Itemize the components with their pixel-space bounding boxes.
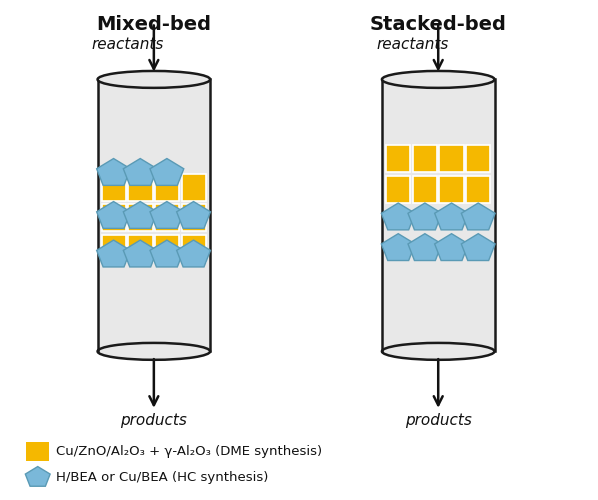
Bar [128,204,152,232]
Polygon shape [382,234,415,260]
Text: H/BEA or Cu/BEA (HC synthesis): H/BEA or Cu/BEA (HC synthesis) [56,471,269,484]
Polygon shape [150,158,184,186]
Polygon shape [435,234,468,260]
Polygon shape [25,466,50,486]
Polygon shape [382,203,415,230]
Bar [440,176,464,203]
Bar [155,204,179,232]
Bar [102,235,126,262]
Polygon shape [123,240,157,267]
Polygon shape [123,202,157,228]
Polygon shape [408,234,442,260]
Bar [413,176,437,203]
Bar [155,235,179,262]
Bar [386,176,410,203]
Polygon shape [176,240,210,267]
Polygon shape [382,80,495,351]
Bar [102,204,126,232]
Bar [128,174,152,201]
Bar [440,145,464,172]
Bar [182,204,206,232]
Bar [182,235,206,262]
Bar [413,145,437,172]
Polygon shape [461,234,495,260]
Text: reactants: reactants [91,38,164,52]
Polygon shape [435,203,468,230]
Bar [102,174,126,201]
Text: Stacked-bed: Stacked-bed [370,15,507,34]
Bar [26,442,49,460]
Text: products: products [120,413,187,428]
Polygon shape [97,80,210,351]
Bar [466,176,490,203]
Polygon shape [97,158,130,186]
Polygon shape [150,202,184,228]
Bar [182,174,206,201]
Polygon shape [97,240,130,267]
Polygon shape [461,203,495,230]
Polygon shape [123,158,157,186]
Ellipse shape [382,71,495,88]
Bar [466,145,490,172]
Ellipse shape [97,71,210,88]
Ellipse shape [382,343,495,360]
Text: Cu/ZnO/Al₂O₃ + γ-Al₂O₃ (DME synthesis): Cu/ZnO/Al₂O₃ + γ-Al₂O₃ (DME synthesis) [56,444,322,458]
Bar [128,235,152,262]
Text: Mixed-bed: Mixed-bed [96,15,211,34]
Bar [155,174,179,201]
Text: products: products [405,413,472,428]
Bar [386,145,410,172]
Text: reactants: reactants [376,38,448,52]
Polygon shape [176,202,210,228]
Polygon shape [150,240,184,267]
Ellipse shape [97,343,210,360]
Polygon shape [97,202,130,228]
Polygon shape [408,203,442,230]
